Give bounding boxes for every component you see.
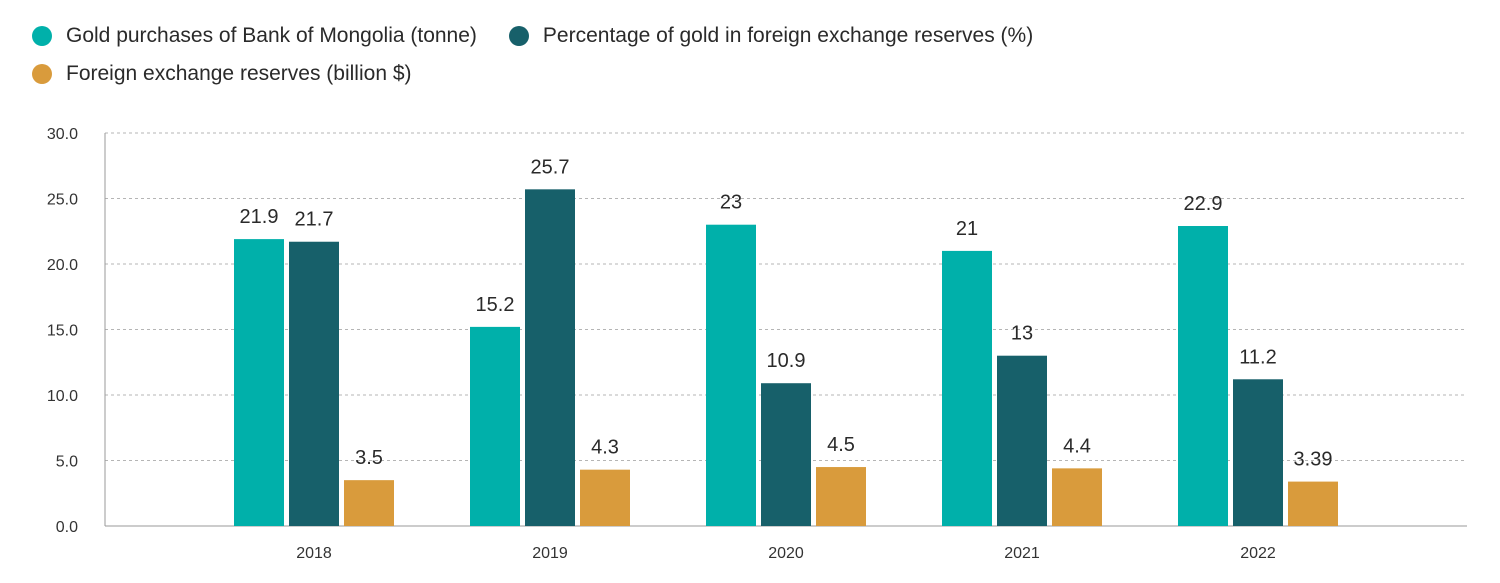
x-tick-label: 2020 (768, 545, 804, 562)
bar (234, 239, 284, 527)
bar (525, 189, 575, 526)
x-tick-label: 2018 (296, 545, 332, 562)
data-label: 11.2 (1239, 346, 1276, 368)
bar (816, 467, 866, 526)
x-tick-label: 2022 (1240, 545, 1276, 562)
bar (289, 241, 339, 527)
bar (470, 326, 520, 526)
bar (1052, 468, 1102, 526)
bar (706, 224, 756, 526)
bar (761, 383, 811, 526)
bar (942, 250, 992, 526)
legend-item-gold-purchases: Gold purchases of Bank of Mongolia (tonn… (32, 24, 477, 48)
bar (344, 480, 394, 526)
x-tick-label: 2021 (1004, 545, 1040, 562)
data-label: 4.5 (827, 434, 855, 456)
x-tick-label: 2019 (532, 545, 568, 562)
data-label: 10.9 (767, 350, 806, 372)
bar (1288, 481, 1338, 526)
legend-swatch-gold-purchases (32, 26, 52, 46)
legend-label-gold-purchases: Gold purchases of Bank of Mongolia (tonn… (66, 24, 477, 47)
data-label: 15.2 (476, 294, 515, 316)
bar (1233, 379, 1283, 526)
data-label: 3.39 (1294, 449, 1333, 471)
legend-swatch-gold-percentage (508, 26, 529, 46)
bar (1178, 226, 1228, 526)
y-tick-label: 25.0 (47, 192, 78, 209)
data-label: 23 (720, 192, 742, 214)
y-tick-label: 0.0 (56, 519, 78, 536)
y-tick-label: 5.0 (56, 454, 78, 471)
y-tick-label: 20.0 (47, 257, 78, 274)
y-tick-label: 10.0 (47, 388, 78, 405)
chart-legend: Gold purchases of Bank of Mongolia (tonn… (32, 20, 1232, 96)
bar (997, 355, 1047, 526)
data-label: 22.9 (1184, 193, 1223, 215)
legend-swatch-fx-reserves (32, 64, 52, 84)
data-label: 21 (956, 218, 978, 240)
legend-row-2: Foreign exchange reserves (billion $) (32, 58, 1232, 90)
legend-item-gold-percentage: Percentage of gold in foreign exchange r… (508, 24, 1034, 48)
legend-label-fx-reserves: Foreign exchange reserves (billion $) (66, 62, 412, 85)
data-label: 21.9 (240, 206, 279, 228)
data-label: 25.7 (531, 156, 570, 178)
data-label: 4.4 (1063, 435, 1091, 457)
legend-label-gold-percentage: Percentage of gold in foreign exchange r… (542, 24, 1034, 47)
data-label: 21.7 (295, 209, 334, 231)
data-label: 13 (1011, 323, 1033, 345)
legend-row-1: Gold purchases of Bank of Mongolia (tonn… (32, 20, 1232, 52)
y-tick-label: 30.0 (47, 126, 78, 143)
y-tick-label: 15.0 (47, 323, 78, 340)
data-label: 3.5 (355, 447, 383, 469)
bar (580, 469, 630, 526)
data-label: 4.3 (591, 437, 619, 459)
legend-item-fx-reserves: Foreign exchange reserves (billion $) (32, 62, 412, 86)
